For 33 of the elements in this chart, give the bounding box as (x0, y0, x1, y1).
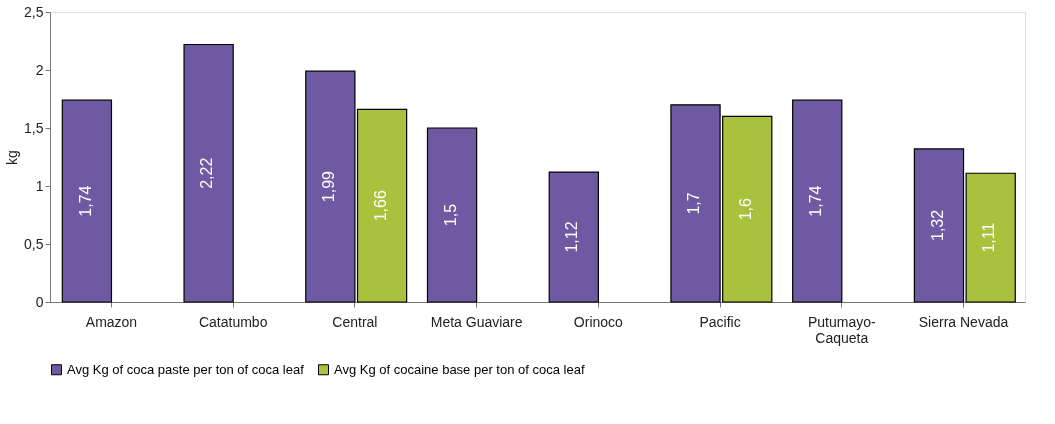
bar (183, 43, 234, 303)
data-label: 1,12 (563, 221, 581, 253)
y-axis-title: kg (4, 150, 21, 165)
data-label: 1,5 (441, 203, 459, 227)
data-label: 2,22 (198, 157, 216, 189)
x-tick-label: Putumayo-Caqueta (807, 313, 876, 346)
legend-label: Avg Kg of cocaine base per ton of coca leaf (334, 361, 585, 377)
data-label: 1,6 (736, 197, 754, 221)
data-label: 1,74 (76, 185, 94, 217)
y-tick-label: 2,5 (24, 3, 44, 20)
data-label: 1,99 (320, 170, 338, 203)
y-tick-label: 2 (35, 61, 44, 78)
data-label: 1,66 (371, 190, 389, 222)
data-label: 1,32 (928, 209, 946, 242)
x-tick-label: Central (332, 313, 378, 330)
y-tick-label: 0 (35, 293, 44, 310)
y-tick-label: 1,5 (24, 119, 44, 136)
bar (548, 171, 599, 303)
bar (426, 127, 478, 303)
x-tick-label: Sierra Nevada (918, 313, 1009, 330)
x-tick-label: Amazon (85, 313, 138, 330)
x-tick-label: Catatumbo (198, 313, 268, 330)
data-label: 1,11 (980, 222, 998, 253)
legend-label: Avg Kg of coca paste per ton of coca leaf (67, 361, 305, 377)
y-tick-label: 1 (35, 177, 44, 194)
bar (792, 99, 843, 303)
data-label: 1,74 (806, 185, 824, 217)
bar (61, 99, 113, 303)
x-tick-label: Orinoco (573, 313, 624, 330)
x-tick-label: Pacific (699, 313, 741, 330)
y-tick-label: 0,5 (24, 235, 44, 252)
data-label: 1,7 (685, 192, 703, 215)
x-tick-label: Meta Guaviare (430, 313, 523, 330)
